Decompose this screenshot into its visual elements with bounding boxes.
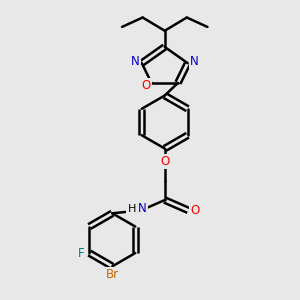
Text: O: O [142,79,151,92]
Text: N: N [138,202,147,215]
Text: Br: Br [106,268,119,281]
Text: O: O [160,155,169,168]
Text: H: H [128,204,136,214]
Text: O: O [190,204,200,217]
Text: F: F [78,247,84,260]
Text: N: N [190,55,199,68]
Text: N: N [131,55,140,68]
